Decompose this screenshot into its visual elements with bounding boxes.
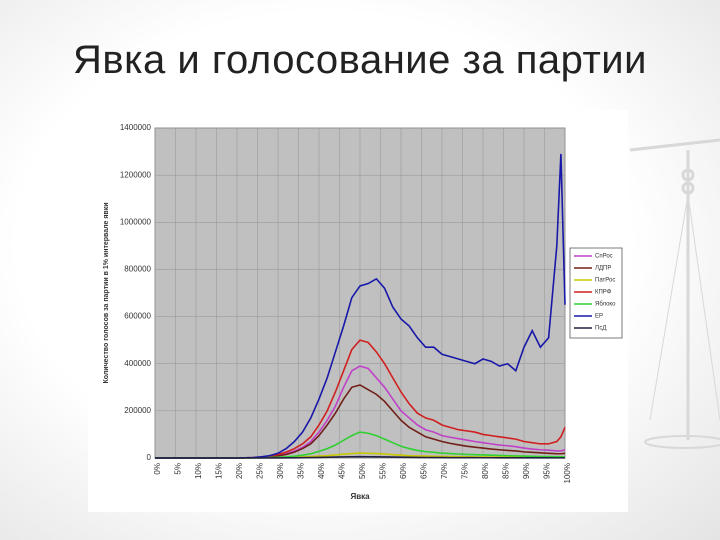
x-tick-label: 0% — [153, 463, 162, 475]
x-tick-label: 75% — [461, 463, 470, 479]
y-tick-label: 800000 — [124, 265, 151, 274]
x-tick-label: 95% — [543, 463, 552, 479]
x-tick-label: 35% — [297, 463, 306, 479]
series-line — [155, 455, 565, 459]
legend-label: ПатРос — [595, 278, 615, 284]
y-tick-label: 0 — [147, 453, 152, 462]
slide-title: Явка и голосование за партии — [73, 38, 647, 82]
legend-label: ПсД — [595, 326, 606, 332]
y-tick-label: 200000 — [124, 406, 151, 415]
y-tick-label: 1400000 — [120, 123, 152, 132]
legend-label: КПРФ — [595, 290, 612, 296]
y-tick-label: 1200000 — [120, 170, 152, 179]
legend-label: Яблоко — [595, 302, 616, 308]
x-tick-label: 90% — [522, 463, 531, 479]
scales-decor — [629, 138, 720, 449]
x-tick-label: 50% — [358, 463, 367, 479]
x-tick-label: 65% — [420, 463, 429, 479]
x-tick-label: 80% — [481, 463, 490, 479]
y-tick-label: 1000000 — [120, 217, 152, 226]
x-tick-label: 100% — [563, 463, 572, 483]
y-tick-label: 600000 — [124, 312, 151, 321]
x-tick-label: 10% — [194, 463, 203, 479]
x-tick-label: 85% — [502, 463, 511, 479]
legend-box — [569, 247, 623, 339]
x-tick-label: 45% — [338, 463, 347, 479]
x-axis-title: Явка — [350, 492, 370, 501]
y-tick-label: 400000 — [124, 359, 151, 368]
x-tick-label: 25% — [256, 463, 265, 479]
x-tick-label: 55% — [379, 463, 388, 479]
x-tick-label: 15% — [215, 463, 224, 479]
x-tick-label: 30% — [276, 463, 285, 479]
legend-label: СпРос — [595, 254, 613, 260]
x-tick-label: 70% — [440, 463, 449, 479]
y-axis-title: Количество голосов за партии в 1% интерв… — [103, 202, 110, 383]
legend-label: ЕР — [595, 314, 603, 320]
x-tick-label: 5% — [174, 463, 183, 475]
x-tick-label: 60% — [399, 463, 408, 479]
x-tick-label: 40% — [317, 463, 326, 479]
legend-label: ЛДПР — [595, 266, 611, 272]
x-tick-label: 20% — [235, 463, 244, 479]
